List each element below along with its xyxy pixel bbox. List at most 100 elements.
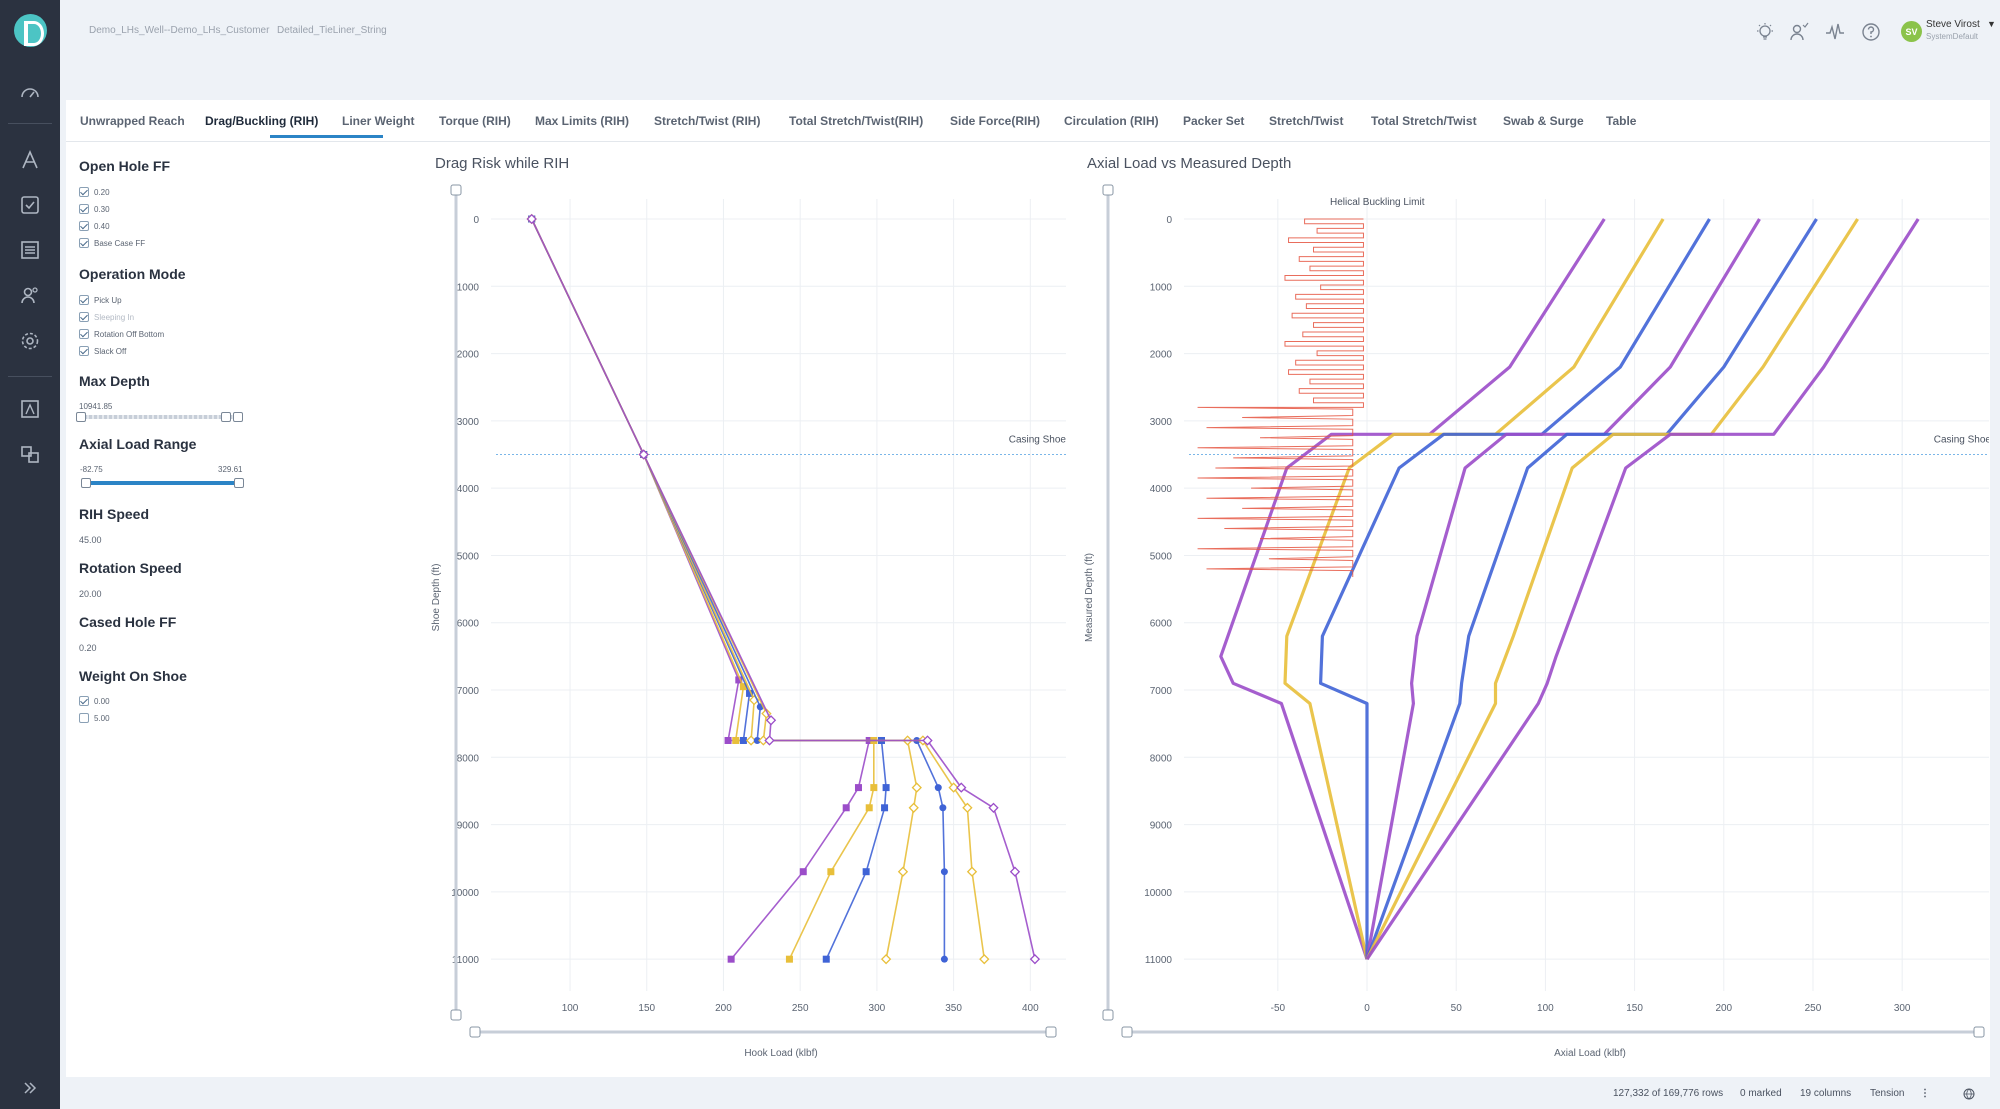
x-tick-label: 250 xyxy=(1805,1003,1822,1014)
checkbox[interactable] xyxy=(79,204,89,214)
data-point xyxy=(753,736,761,744)
users-icon[interactable] xyxy=(15,280,45,310)
operation-mode-option[interactable]: Slack Off xyxy=(79,345,126,357)
tab-max-limits-rih[interactable]: Max Limits (RIH) xyxy=(535,114,630,128)
tab-circulation-rih[interactable]: Circulation (RIH) xyxy=(1064,114,1159,128)
tab-stretch-twist[interactable]: Stretch/Twist xyxy=(1269,114,1344,128)
lightbulb-icon[interactable] xyxy=(1753,20,1777,44)
tab-drag-buckling-rih[interactable]: Drag/Buckling (RIH) xyxy=(205,114,319,128)
blueprint-icon[interactable] xyxy=(15,394,45,424)
tab-torque-rih[interactable]: Torque (RIH) xyxy=(439,114,511,128)
axial-load-chart[interactable]: Axial Load vs Measured Depth -50 0 50 100 150… xyxy=(1014,142,1989,1077)
dashboard-gauge-icon[interactable] xyxy=(15,78,45,108)
x-tick-label: -50 xyxy=(1271,1003,1286,1014)
rih-speed-value: 45.00 xyxy=(79,535,102,545)
option-label: Slack Off xyxy=(94,346,127,356)
user-name[interactable]: Steve Virost xyxy=(1926,19,1980,30)
tab-table[interactable]: Table xyxy=(1606,114,1637,128)
more-options-icon[interactable]: ⋮ xyxy=(1920,1088,1930,1099)
globe-icon[interactable] xyxy=(1963,1088,1975,1103)
operation-mode-option[interactable]: Rotation Off Bottom xyxy=(79,328,164,340)
checkbox[interactable] xyxy=(79,713,89,723)
tab-unwrapped-reach[interactable]: Unwrapped Reach xyxy=(80,114,185,128)
x-tick-label: 100 xyxy=(562,1003,579,1014)
y-tick-label: 11000 xyxy=(452,955,480,966)
option-label: 0.00 xyxy=(94,696,110,706)
axial-load-max-value: 329.61 xyxy=(218,465,243,474)
well-path-icon[interactable] xyxy=(15,145,45,175)
series-line xyxy=(530,218,946,960)
y-tick-label: 3000 xyxy=(1150,417,1173,428)
checkbox[interactable] xyxy=(79,238,89,248)
data-point xyxy=(897,866,909,877)
checkbox[interactable] xyxy=(79,346,89,356)
checkbox[interactable] xyxy=(79,329,89,339)
casing-shoe-annotation: Casing Shoe xyxy=(1934,435,1989,446)
checklist-icon[interactable] xyxy=(15,190,45,220)
data-point xyxy=(880,954,892,965)
tab-swab-surge[interactable]: Swab & Surge xyxy=(1503,114,1584,128)
operation-mode-title: Operation Mode xyxy=(79,266,186,282)
data-point xyxy=(862,868,870,876)
tab-total-stretch-twist[interactable]: Total Stretch/Twist xyxy=(1371,114,1477,128)
series-line xyxy=(1283,218,1665,960)
settings-gear-icon[interactable] xyxy=(15,326,45,356)
y-tick-label: 4000 xyxy=(1150,484,1173,495)
axial-load-range-max-handle[interactable] xyxy=(234,478,244,488)
weight-on-shoe-option[interactable]: 0.00 xyxy=(79,695,110,707)
y-tick-label: 0 xyxy=(1166,215,1172,226)
weight-on-shoe-option[interactable]: 5.00 xyxy=(79,712,110,724)
max-depth-slider-handle[interactable] xyxy=(221,412,232,422)
y-tick-label: 9000 xyxy=(457,821,480,832)
tab-packer-set[interactable]: Packer Set xyxy=(1183,114,1245,128)
user-avatar[interactable]: SV xyxy=(1901,21,1922,42)
x-tick-label: 100 xyxy=(1537,1003,1554,1014)
layout-icon[interactable] xyxy=(15,439,45,469)
max-depth-slider-track[interactable] xyxy=(79,415,242,419)
tab-liner-weight[interactable]: Liner Weight xyxy=(342,114,415,128)
y-tick-label: 6000 xyxy=(1150,619,1173,630)
helical-buckling-label: Helical Buckling Limit xyxy=(1330,197,1425,208)
data-point xyxy=(934,784,942,792)
operation-mode-option[interactable]: Pick Up xyxy=(79,294,122,306)
checkbox[interactable] xyxy=(79,187,89,197)
open-hole-ff-option[interactable]: Base Case FF xyxy=(79,237,145,249)
chart-title: Axial Load vs Measured Depth xyxy=(1087,155,1291,172)
tension-mode[interactable]: Tension xyxy=(1870,1088,1905,1099)
tab-stretch-twist-rih[interactable]: Stretch/Twist (RIH) xyxy=(654,114,761,128)
report-list-icon[interactable] xyxy=(15,235,45,265)
activity-pulse-icon[interactable] xyxy=(1823,20,1847,44)
drag-risk-chart[interactable]: Drag Risk while RIH 100 150 200 250 300 350 400… xyxy=(361,142,1066,1077)
checkbox[interactable] xyxy=(79,312,89,322)
open-hole-ff-option[interactable]: 0.20 xyxy=(79,186,110,198)
x-tick-label: 150 xyxy=(1626,1003,1643,1014)
data-point xyxy=(526,213,537,225)
checkbox[interactable] xyxy=(79,221,89,231)
open-hole-ff-option[interactable]: 0.40 xyxy=(79,220,110,232)
data-point xyxy=(956,782,967,793)
expand-chevrons-icon[interactable] xyxy=(15,1073,45,1103)
axial-load-range-slider[interactable] xyxy=(83,481,238,485)
data-point xyxy=(1009,866,1021,877)
max-depth-slider-min-handle[interactable] xyxy=(76,412,86,422)
series-line xyxy=(1365,218,1761,960)
breadcrumb-string[interactable]: Detailed_TieLiner_String xyxy=(277,25,387,36)
scrollbar-handle xyxy=(1973,1026,1985,1038)
y-tick-label: 0 xyxy=(473,215,479,226)
open-hole-ff-option[interactable]: 0.30 xyxy=(79,203,110,215)
checkbox[interactable] xyxy=(79,696,89,706)
active-tab-underline xyxy=(270,135,383,138)
y-tick-label: 10000 xyxy=(1144,888,1172,899)
checkbox[interactable] xyxy=(79,295,89,305)
axial-load-range-min-handle[interactable] xyxy=(81,478,91,488)
app-logo-icon[interactable] xyxy=(14,14,47,47)
data-point xyxy=(962,802,973,813)
breadcrumb-well[interactable]: Demo_LHs_Well--Demo_LHs_Customer xyxy=(89,25,270,36)
tab-total-stretch-twist-rih[interactable]: Total Stretch/Twist(RIH) xyxy=(789,114,924,128)
help-icon[interactable] xyxy=(1859,20,1883,44)
collaborators-icon[interactable] xyxy=(1787,20,1811,44)
tab-side-force-rih[interactable]: Side Force(RIH) xyxy=(950,114,1041,128)
user-menu-caret-icon[interactable]: ▼ xyxy=(1987,19,1996,29)
operation-mode-option[interactable]: Sleeping In xyxy=(79,311,134,323)
max-depth-slider-end-handle[interactable] xyxy=(233,412,243,422)
